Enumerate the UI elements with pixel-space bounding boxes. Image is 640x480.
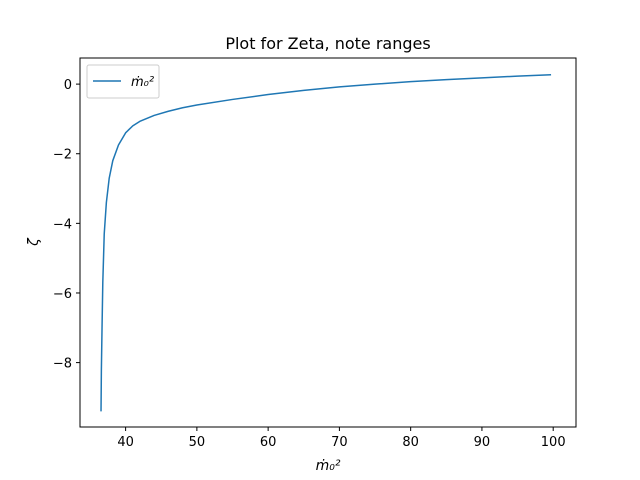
plot-area — [80, 58, 576, 427]
y-tick-label: −8 — [53, 357, 72, 372]
y-tick-label: −4 — [53, 217, 72, 232]
y-tick-label: −6 — [53, 287, 72, 302]
y-tick-label: −2 — [53, 148, 72, 163]
y-axis-label: ζ — [26, 237, 42, 247]
x-tick-label: 60 — [260, 435, 277, 450]
series-line — [100, 73, 552, 412]
x-tick-label: 40 — [117, 435, 134, 450]
legend-label: ṁ₀² — [131, 75, 154, 90]
y-tick-label: 0 — [64, 78, 72, 93]
plot-frame — [79, 57, 577, 428]
x-tick-label: 70 — [331, 435, 348, 450]
plot-content — [100, 73, 552, 412]
x-tick-label: 100 — [541, 435, 566, 450]
legend: ṁ₀² — [86, 64, 160, 99]
x-axis-ticks: 40 50 60 70 80 90 100 — [117, 427, 566, 450]
x-tick-label: 50 — [189, 435, 206, 450]
x-axis-label: ṁ₀² — [316, 458, 341, 474]
x-tick-label: 80 — [402, 435, 419, 450]
legend-box — [86, 64, 160, 99]
y-axis-ticks: 0 −2 −4 −6 −8 — [53, 78, 80, 372]
x-tick-label: 90 — [474, 435, 491, 450]
chart-title: Plot for Zeta, note ranges — [225, 34, 430, 53]
